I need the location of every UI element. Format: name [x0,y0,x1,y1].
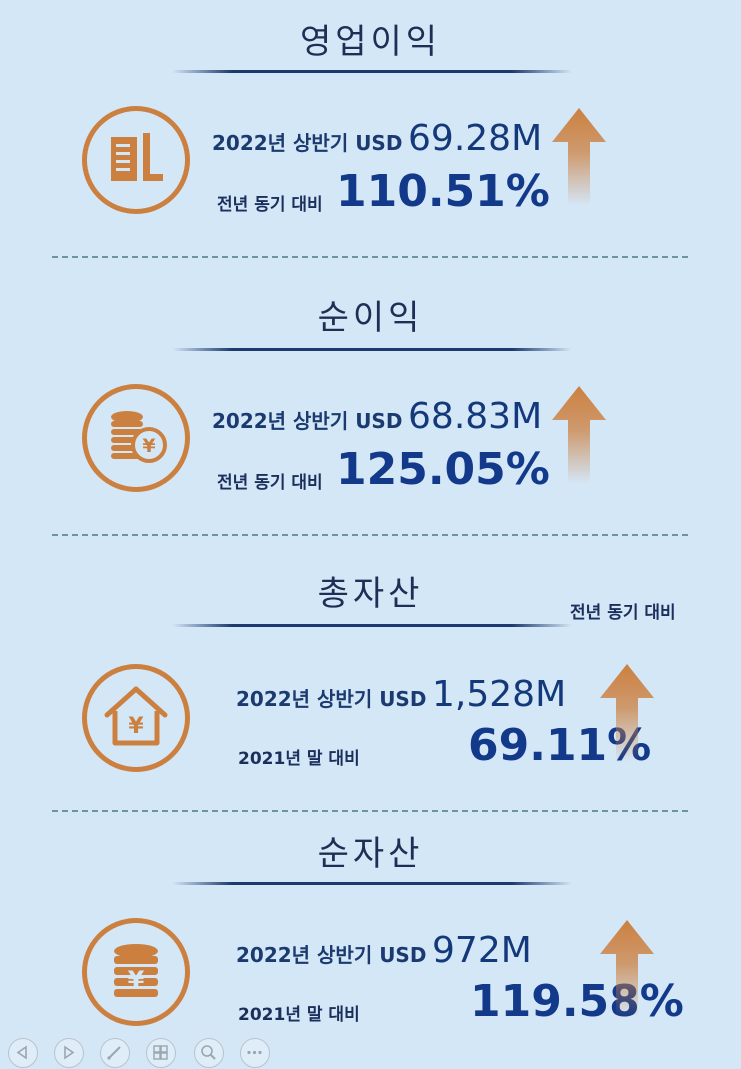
section-title-net-income: 순이익 [317,298,424,338]
amount-value: 1,528M [432,674,567,715]
period-label: 2022년 상반기 USD [212,409,403,433]
period-label: 2022년 상반기 USD [236,687,427,711]
up-arrow-icon [552,108,606,206]
comparison-label: 전년 동기 대비 [217,473,323,493]
comparison-label: 2021년 말 대비 [238,1005,360,1025]
pen-tool-button[interactable] [100,1038,130,1068]
up-arrow-icon [600,664,654,762]
comparison-label: 2021년 말 대비 [238,749,360,769]
section-divider [52,256,688,258]
more-options-button[interactable] [240,1038,270,1068]
title-underline [172,624,572,627]
svg-text:¥: ¥ [128,966,145,994]
building-icon [82,106,190,214]
amount-value: 972M [432,930,532,971]
percent-value: 119.58% [470,976,684,1027]
svg-text:¥: ¥ [142,435,155,457]
section-title-operating-profit: 영업이익 [299,22,442,62]
amount-value: 68.83M [408,396,543,437]
up-arrow-icon [552,386,606,484]
percent-value: 125.05% [336,444,550,495]
svg-text:¥: ¥ [128,714,144,739]
period-amount-row: 2022년 상반기 USD 1,528M [236,674,566,715]
section-divider [52,534,688,536]
previous-slide-button[interactable] [8,1038,38,1068]
yen-cylinder-icon: ¥ [82,918,190,1026]
pen-icon [106,1046,121,1061]
title-underline [172,882,572,885]
percent-value: 110.51% [336,166,550,217]
period-label: 2022년 상반기 USD [236,943,427,967]
coin-stack-yen-icon: ¥ [82,384,190,492]
up-arrow-icon [600,920,654,1018]
comparison-label: 전년 동기 대비 [217,195,323,215]
zoom-button[interactable] [194,1038,224,1068]
period-amount-row: 2022년 상반기 USD 69.28M [212,118,542,159]
section-title-net-assets: 순자산 [317,834,424,874]
house-yen-icon: ¥ [82,664,190,772]
amount-value: 69.28M [408,118,543,159]
comparison-note: 전년 동기 대비 [570,603,676,623]
more-icon [247,1050,262,1055]
see-all-slides-button[interactable] [146,1038,176,1068]
period-amount-row: 2022년 상반기 USD 68.83M [212,396,542,437]
title-underline [172,70,572,73]
previous-icon [16,1045,27,1060]
period-label: 2022년 상반기 USD [212,131,403,155]
slides-grid-icon [153,1045,168,1060]
section-title-total-assets: 총자산 [317,574,424,614]
section-divider [52,810,688,812]
zoom-icon [201,1045,216,1060]
next-icon [64,1045,75,1060]
next-slide-button[interactable] [54,1038,84,1068]
period-amount-row: 2022년 상반기 USD 972M [236,930,532,971]
title-underline [172,348,572,351]
